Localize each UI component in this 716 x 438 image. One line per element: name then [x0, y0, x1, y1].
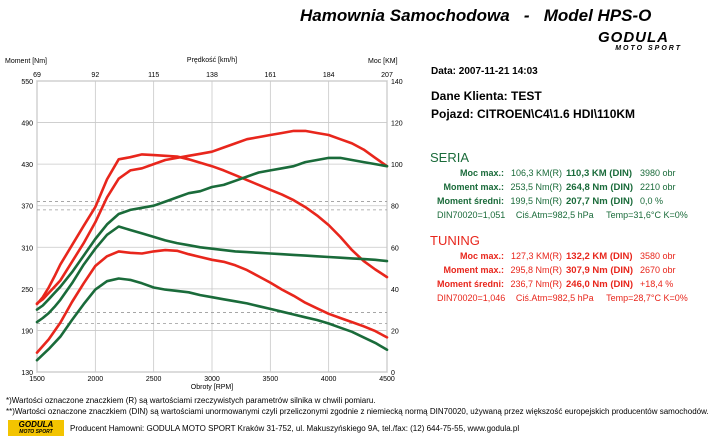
right-tick-label: 0 [391, 370, 395, 377]
page-title: Hamownia Samochodowa - Model HPS-O [300, 6, 652, 25]
tuning-cell: 246,0 Nm (DIN) [566, 278, 634, 290]
tuning-din: DIN70020=1,046 [437, 293, 506, 303]
seria-cell: 264,8 Nm (DIN) [566, 181, 634, 193]
tuning-heading: TUNING [430, 233, 480, 248]
seria-temp: Temp=31,6°C K=0% [606, 210, 688, 220]
seria-din: DIN70020=1,051 [437, 210, 506, 220]
left-tick-label: 190 [21, 328, 33, 335]
x-tick-label: 3000 [204, 376, 220, 383]
seria-cell: Moment max.: [443, 182, 504, 192]
tuning-cell: +18,4 % [640, 279, 674, 289]
tuning-table: Moc max.: 127,3 KM(R) 132,2 KM (DIN) 3580 o… [432, 249, 690, 291]
seria-row: Moment max.: 253,5 Nm(R) 264,8 Nm (DIN) 221… [432, 180, 690, 194]
client-name: Dane Klienta: TEST [431, 89, 542, 103]
grid-lines [36, 80, 388, 373]
tuning-cell: Moment max.: [443, 265, 504, 275]
top-tick-label: 115 [148, 72, 159, 79]
right-axis-label: Moc [KM] [368, 58, 398, 65]
tuning-curve-left [35, 153, 389, 306]
left-tick-label: 550 [21, 79, 33, 86]
right-tick-label: 60 [391, 245, 399, 252]
tuning-row: Moc max.: 127,3 KM(R) 132,2 KM (DIN) 3580 o… [432, 249, 690, 263]
x-tick-label: 2000 [88, 376, 104, 383]
right-tick-label: 120 [391, 121, 403, 128]
x-tick-label: 4000 [321, 376, 337, 383]
tuning-row: Moment max.: 295,8 Nm(R) 307,9 Nm (DIN) 267… [432, 263, 690, 277]
seria-heading: SERIA [430, 150, 470, 165]
tuning-cell: 2670 obr [640, 265, 676, 275]
vehicle-name: Pojazd: CITROEN\C4\1.6 HDI\110KM [431, 107, 636, 121]
tuning-curve-right [35, 129, 389, 305]
seria-cell: 207,7 Nm (DIN) [566, 195, 634, 207]
seria-cell: 199,5 Nm(R) [510, 196, 562, 206]
tuning-cell: 295,8 Nm(R) [510, 265, 562, 275]
left-tick-label: 430 [21, 162, 33, 169]
seria-curve-left [35, 277, 389, 362]
left-tick-label: 250 [21, 287, 33, 294]
right-tick-label: 20 [391, 328, 399, 335]
left-tick-label: 310 [21, 245, 33, 252]
seria-cell: 106,3 KM(R) [510, 168, 562, 178]
tuning-cell: 307,9 Nm (DIN) [566, 264, 634, 276]
top-tick-label: 138 [206, 72, 218, 79]
right-tick-label: 100 [391, 162, 403, 169]
footnote-r: *)Wartości oznaczone znaczkiem (R) są wa… [6, 396, 376, 405]
right-tick-label: 140 [391, 79, 403, 86]
seria-din-line: DIN70020=1,051 Ciś.Atm=982,5 hPa Temp=31… [437, 210, 688, 220]
top-axis-label: Prędkość [km/h] [187, 57, 237, 64]
top-tick-label: 161 [264, 72, 276, 79]
x-tick-label: 3500 [263, 376, 279, 383]
x-tick-label: 2500 [146, 376, 162, 383]
tuning-cell: Moment średni: [436, 279, 504, 289]
seria-cell: Moc max.: [459, 168, 504, 178]
top-tick-label: 184 [323, 72, 335, 79]
seria-cell: 0,0 % [640, 196, 664, 206]
tuning-cell: 3580 obr [640, 251, 676, 261]
left-tick-label: 370 [21, 204, 33, 211]
right-tick-label: 40 [391, 287, 399, 294]
tuning-cell: 236,7 Nm(R) [510, 279, 562, 289]
x-axis-label: Obroty [RPM] [191, 384, 233, 391]
seria-row: Moment średni: 199,5 Nm(R) 207,7 Nm (DIN) 0… [432, 194, 690, 208]
producer-info: Producent Hamowni: GODULA MOTO SPORT Kra… [70, 424, 520, 433]
tuning-temp: Temp=28,7°C K=0% [606, 293, 688, 303]
footer-logo: GODULA MOTO SPORT [8, 420, 64, 436]
test-date: Data: 2007-11-21 14:03 [431, 66, 538, 77]
right-tick-label: 80 [391, 204, 399, 211]
seria-cell: 3980 obr [640, 168, 676, 178]
tuning-cell: Moc max.: [459, 251, 504, 261]
tuning-cell: 132,2 KM (DIN) [566, 250, 633, 262]
seria-cell: 2210 obr [640, 182, 676, 192]
tuning-pressure: Ciś.Atm=982,5 hPa [515, 293, 594, 303]
tuning-cell: 127,3 KM(R) [510, 251, 562, 261]
seria-cell: 110,3 KM (DIN) [566, 167, 632, 179]
godula-logo: GODULA MOTO SPORT [598, 29, 682, 52]
seria-pressure: Ciś.Atm=982,5 hPa [515, 210, 594, 220]
x-tick-label: 4500 [379, 376, 395, 383]
seria-cell: Moment średni: [436, 196, 504, 206]
x-tick-label: 1500 [29, 376, 45, 383]
seria-curve-left [35, 225, 389, 324]
top-tick-label: 207 [381, 72, 393, 79]
top-tick-label: 92 [91, 72, 99, 79]
reference-lines [37, 201, 387, 324]
left-tick-label: 130 [21, 370, 33, 377]
tuning-din-line: DIN70020=1,046 Ciś.Atm=982,5 hPa Temp=28… [437, 293, 688, 303]
footnote-din: **)Wartości oznaczone znaczkiem (DIN) są… [6, 407, 709, 416]
top-tick-label: 69 [33, 72, 41, 79]
seria-curve-right [35, 156, 389, 311]
tuning-row: Moment średni: 236,7 Nm(R) 246,0 Nm (DIN) +… [432, 277, 690, 291]
seria-row: Moc max.: 106,3 KM(R) 110,3 KM (DIN) 3980 o… [432, 166, 690, 180]
left-axis-label: Moment [Nm] [5, 58, 47, 65]
seria-table: Moc max.: 106,3 KM(R) 110,3 KM (DIN) 3980 o… [432, 166, 690, 208]
series-group [35, 129, 389, 362]
seria-cell: 253,5 Nm(R) [510, 182, 562, 192]
tuning-curve-left [35, 248, 389, 354]
left-tick-label: 490 [21, 121, 33, 128]
